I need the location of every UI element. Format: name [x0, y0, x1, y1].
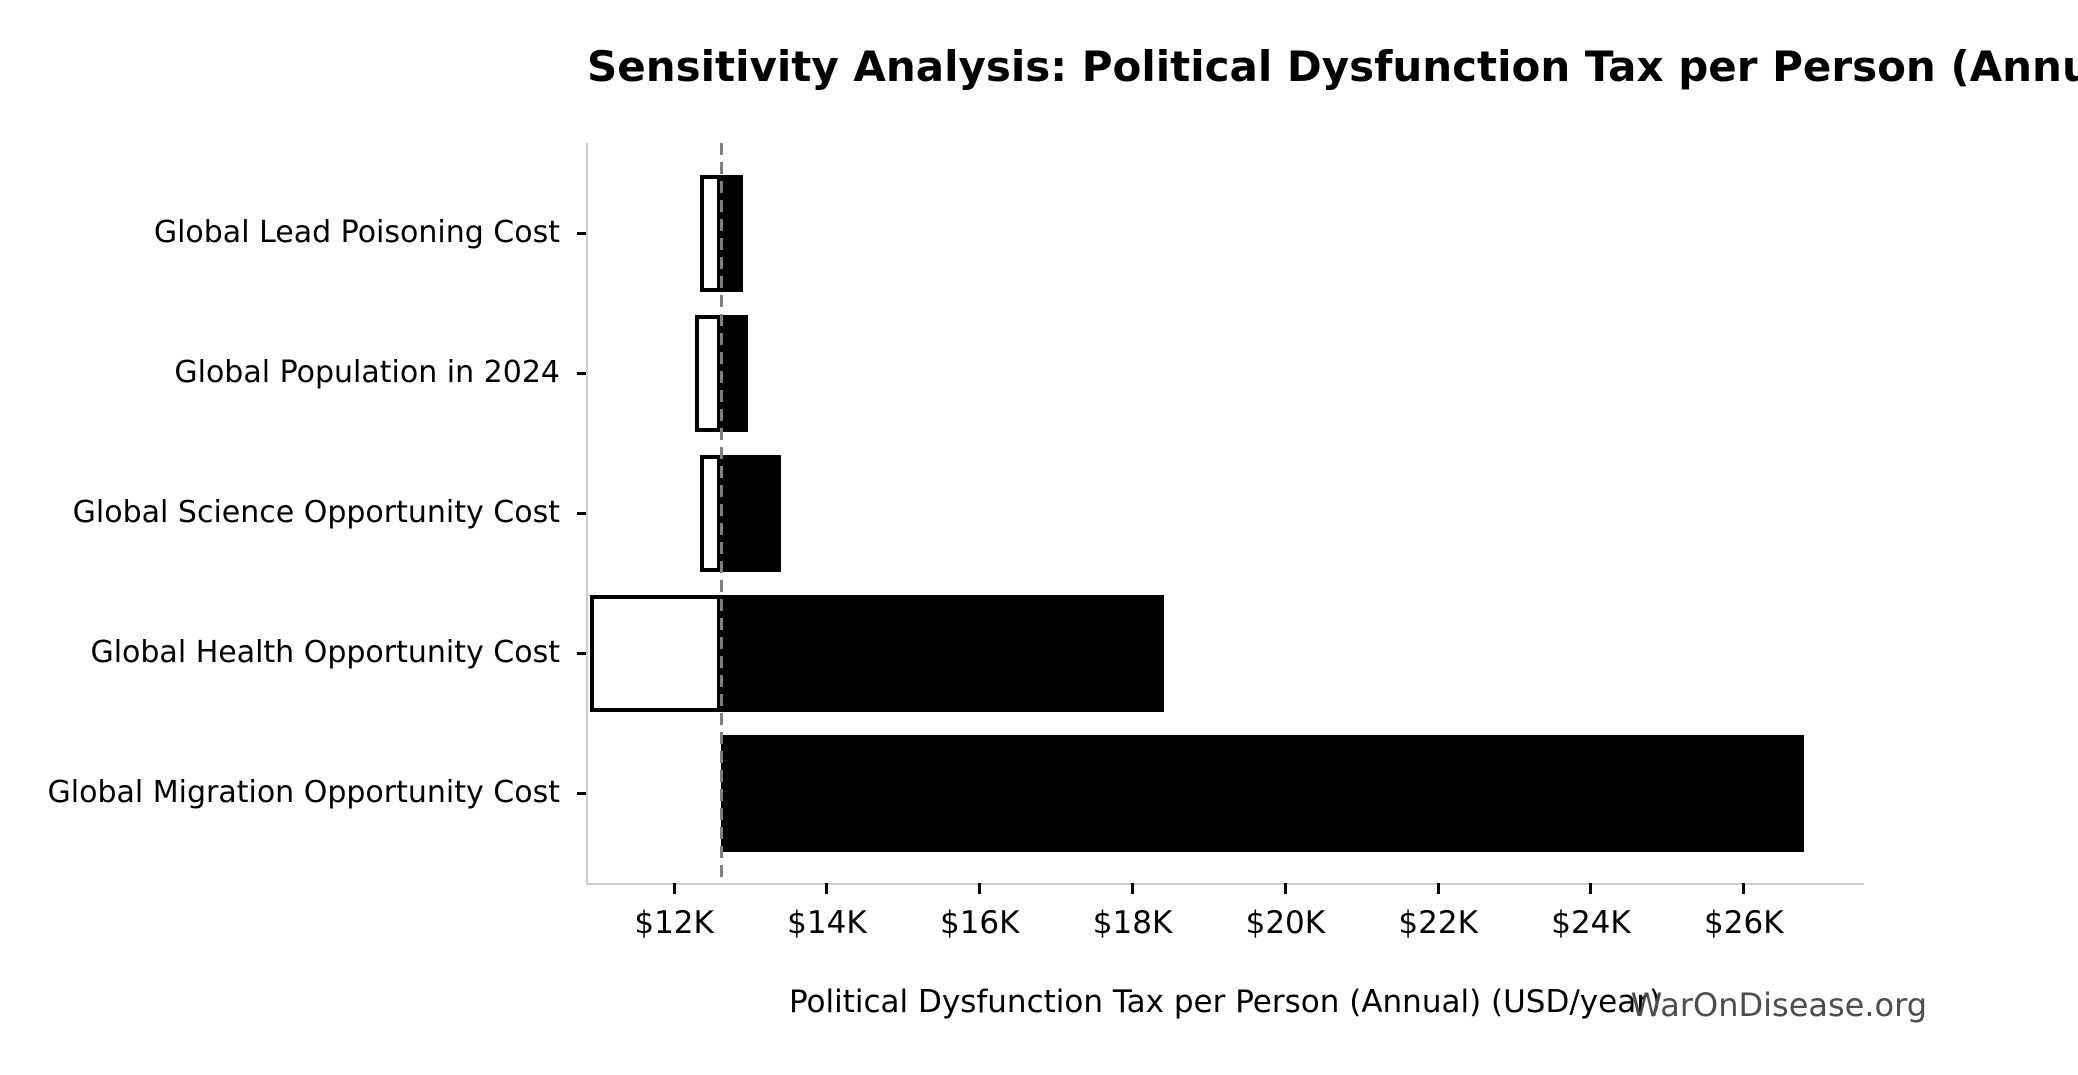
- watermark-text: WarOnDisease.org: [1630, 986, 1927, 1024]
- y-axis-spine: [586, 143, 588, 884]
- baseline-dashed-line: [719, 143, 723, 883]
- x-axis-tick-label: $26K: [1704, 905, 1784, 941]
- y-axis-tick-mark: [577, 511, 586, 515]
- y-axis-tick-mark: [577, 231, 586, 235]
- y-axis-category-label: Global Population in 2024: [174, 355, 560, 390]
- tornado-bar-low: [695, 314, 722, 432]
- tornado-bar-high: [721, 454, 782, 572]
- x-axis-spine: [586, 883, 1864, 885]
- x-axis-tick-label: $16K: [939, 905, 1020, 941]
- tornado-bar-high: [721, 734, 1805, 852]
- plot-area: Global Lead Poisoning Cost Global Populat…: [48, 143, 1864, 941]
- y-axis-category-label: Global Migration Opportunity Cost: [47, 775, 560, 810]
- x-axis-tick-label: $20K: [1245, 905, 1326, 941]
- x-axis-tick-label: $18K: [1092, 905, 1173, 941]
- tornado-bar-high: [721, 314, 749, 432]
- y-axis-category-label: Global Health Opportunity Cost: [90, 635, 560, 670]
- tornado-bar-high: [721, 594, 1164, 712]
- y-axis-tick-mark: [577, 791, 586, 795]
- x-axis-tick-mark: [978, 883, 982, 894]
- tornado-bar-low: [590, 594, 722, 712]
- x-axis-tick-mark: [1131, 883, 1135, 894]
- x-axis-title: Political Dysfunction Tax per Person (An…: [788, 984, 1662, 1020]
- y-axis-category-label: Global Science Opportunity Cost: [72, 495, 560, 530]
- tornado-bar-low: [700, 454, 722, 572]
- x-axis-tick-mark: [672, 883, 676, 894]
- x-axis-tick-label: $14K: [787, 905, 867, 941]
- x-axis-tick-mark: [1589, 883, 1593, 894]
- y-axis-category-label: Global Lead Poisoning Cost: [153, 215, 560, 250]
- x-axis-tick-mark: [825, 883, 829, 894]
- x-axis-tick-label: $12K: [634, 905, 714, 941]
- x-axis-tick-mark: [1436, 883, 1440, 894]
- tornado-bar-high: [721, 174, 743, 292]
- x-axis-tick-mark: [1283, 883, 1287, 894]
- x-axis-tick-label: $22K: [1398, 905, 1478, 941]
- y-axis-tick-mark: [577, 651, 586, 655]
- y-axis-tick-mark: [577, 371, 586, 375]
- chart-title: Sensitivity Analysis: Political Dysfunct…: [587, 42, 2078, 91]
- x-axis-tick-label: $24K: [1551, 905, 1631, 941]
- x-axis-tick-mark: [1742, 883, 1746, 894]
- tornado-bar-low: [700, 174, 722, 292]
